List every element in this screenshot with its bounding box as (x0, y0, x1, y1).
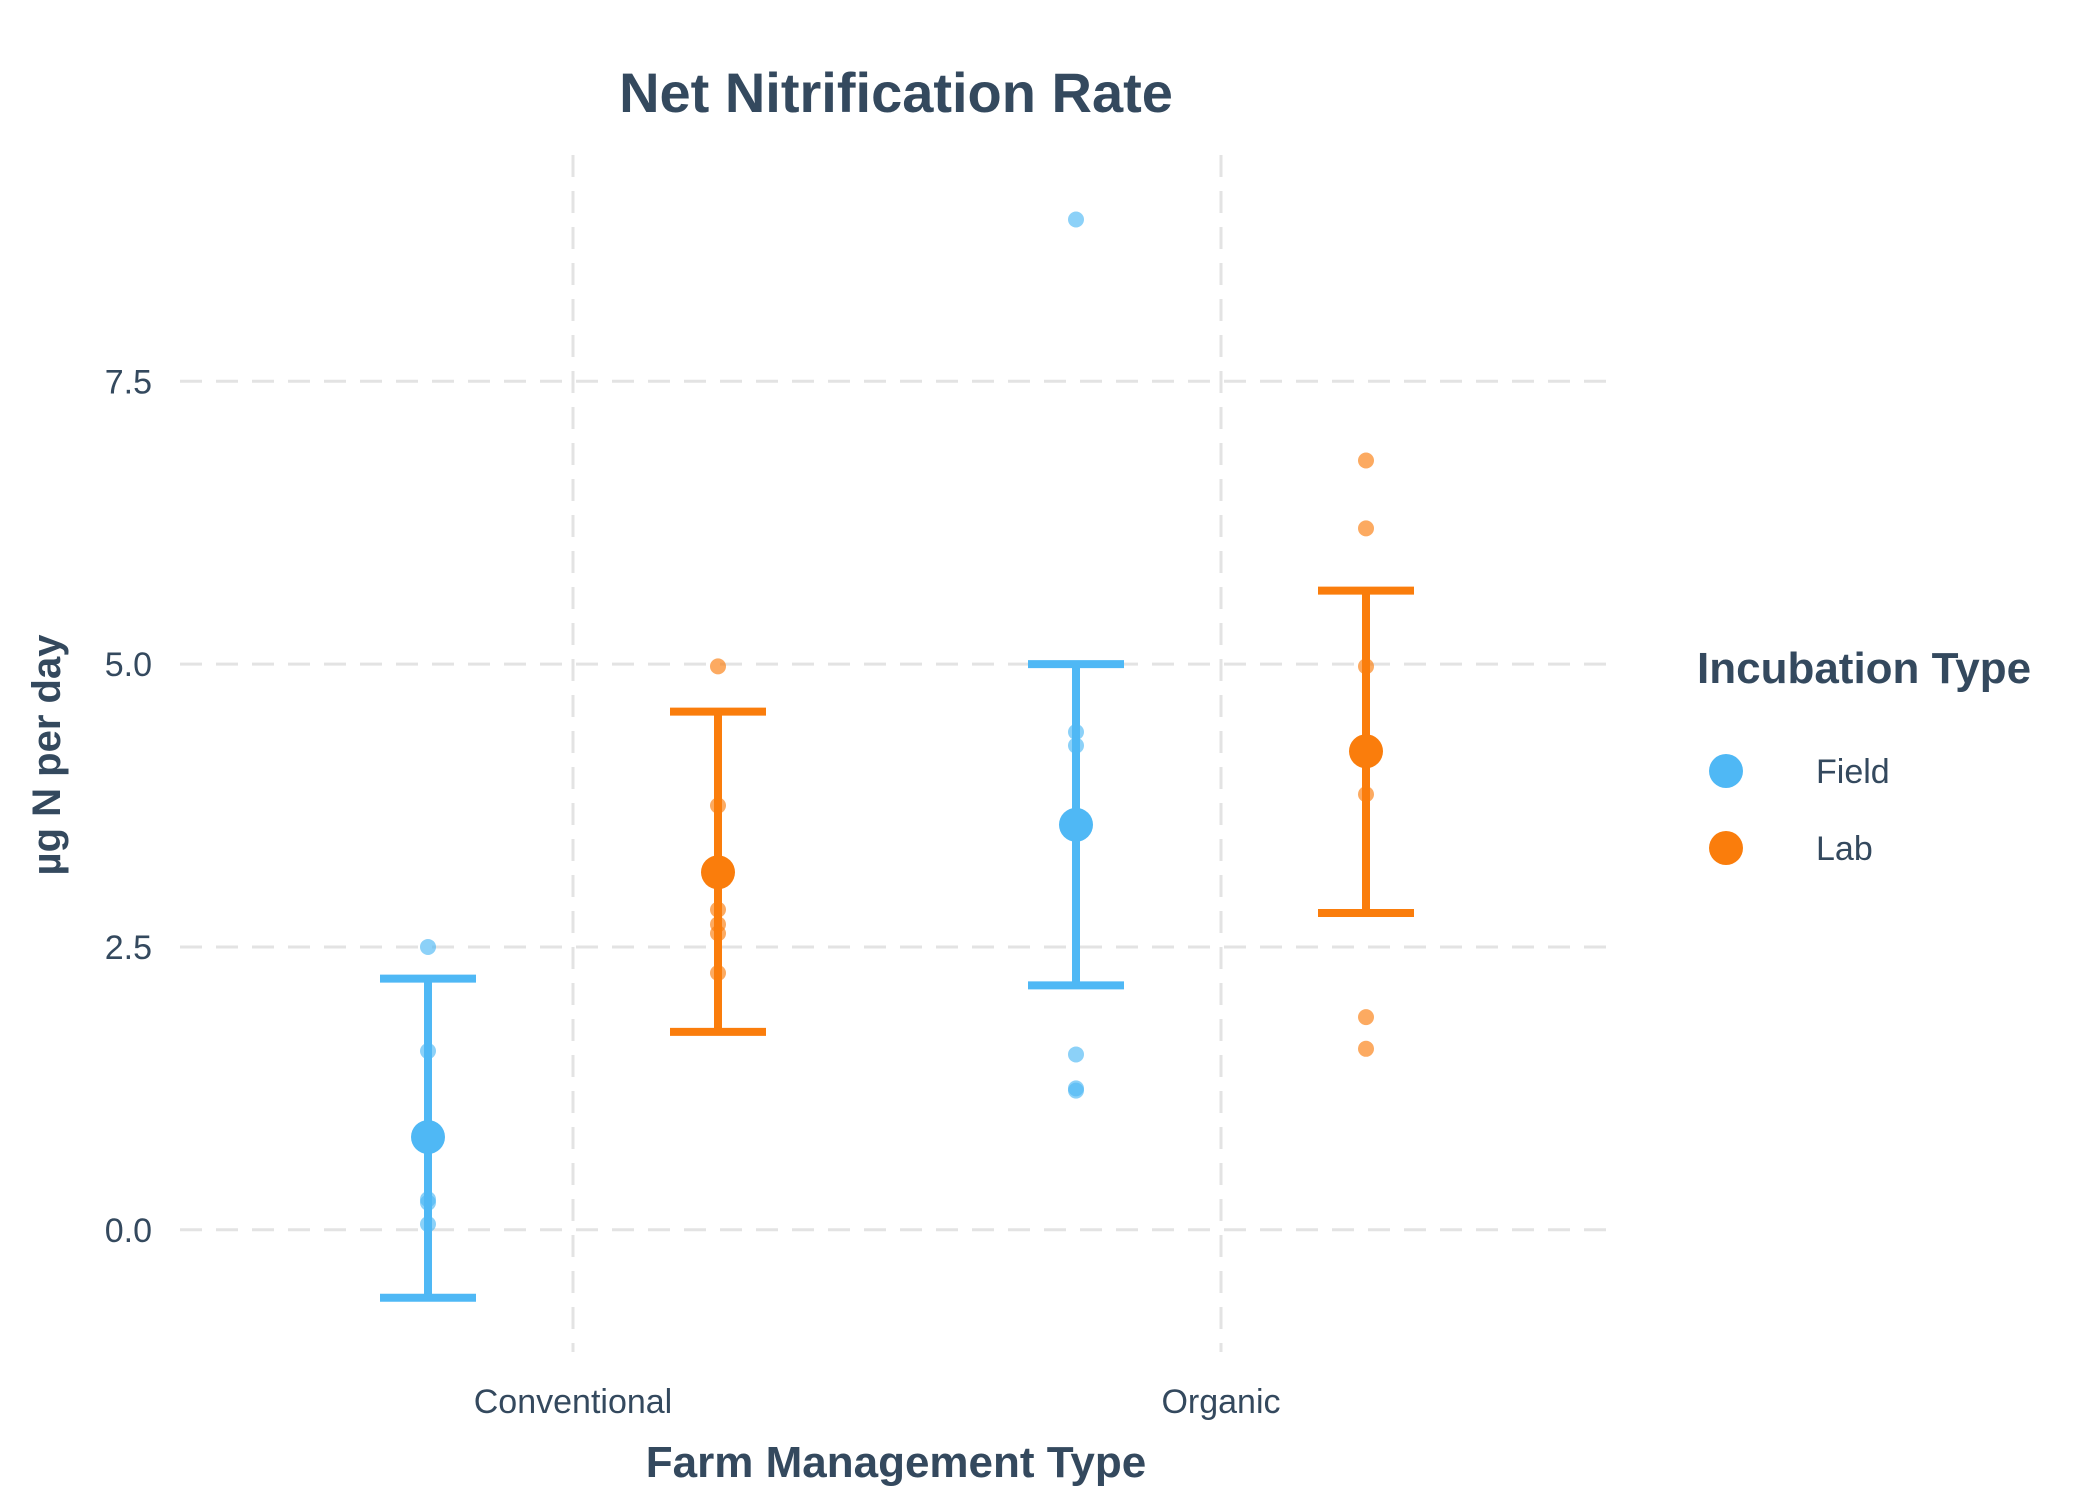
data-point (1358, 452, 1374, 469)
data-point (1358, 1009, 1374, 1026)
legend-label-lab: Lab (1816, 830, 1873, 868)
data-point (1068, 1082, 1084, 1099)
mean-point (1059, 807, 1093, 842)
data-point (710, 658, 726, 675)
mean-point (411, 1120, 445, 1155)
legend: Incubation Type Field Lab (1697, 644, 2031, 868)
y-axis-title: µg N per day (25, 634, 69, 876)
mean-point (1349, 734, 1383, 769)
grid (180, 155, 1610, 1352)
mean-point (701, 855, 735, 890)
legend-title: Incubation Type (1697, 644, 2031, 693)
legend-key-lab (1709, 831, 1743, 865)
axis-ticks: 0.0 2.5 5.0 7.5 Conventional Organic (105, 363, 1281, 1421)
data-point (1068, 1046, 1084, 1063)
y-tick-label: 5.0 (105, 646, 152, 684)
legend-label-field: Field (1816, 753, 1890, 791)
data-point (1358, 1040, 1374, 1057)
x-tick-label: Organic (1161, 1383, 1280, 1421)
x-axis-title: Farm Management Type (646, 1438, 1146, 1487)
plot-area (380, 211, 1414, 1302)
x-tick-label: Conventional (474, 1383, 672, 1421)
data-point (1068, 211, 1084, 228)
legend-key-field (1709, 754, 1743, 788)
chart-title: Net Nitrification Rate (619, 61, 1173, 124)
y-tick-label: 2.5 (105, 929, 152, 967)
y-tick-label: 0.0 (105, 1212, 152, 1250)
y-tick-label: 7.5 (105, 363, 152, 401)
data-point (1358, 520, 1374, 537)
data-point (420, 938, 436, 955)
